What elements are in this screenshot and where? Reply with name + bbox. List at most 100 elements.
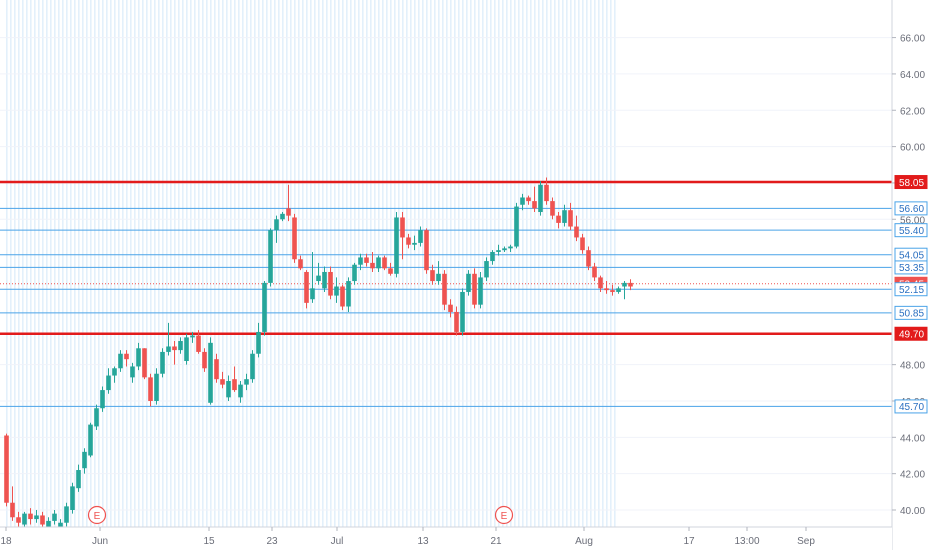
session-stripe [90, 0, 92, 527]
candle-body [304, 271, 309, 303]
x-tick-label: 23 [266, 536, 278, 547]
y-tick-label: 66.00 [900, 34, 925, 45]
candle-body [442, 273, 447, 305]
candle-body [10, 502, 15, 518]
candle-body [334, 286, 339, 296]
session-stripe [346, 0, 348, 527]
session-stripe [474, 0, 476, 527]
candle-body [298, 259, 303, 269]
candle-body [226, 380, 231, 398]
session-stripe [294, 0, 296, 527]
candle-body [82, 451, 87, 469]
price-label-box [894, 175, 928, 190]
x-tick-label: 13 [417, 536, 429, 547]
y-tick-label: 40.00 [900, 506, 925, 517]
session-stripe [50, 0, 52, 527]
price-label: 58.05 [899, 178, 924, 189]
candle-body [88, 424, 93, 456]
session-stripe [430, 0, 432, 527]
session-stripe [238, 0, 240, 527]
session-stripe [74, 0, 76, 527]
x-tick-label: 15 [203, 536, 215, 547]
session-stripe [70, 0, 72, 527]
session-stripe [350, 0, 352, 527]
session-stripe [562, 0, 564, 527]
candle-body [376, 257, 381, 269]
candle-body [64, 506, 69, 523]
y-tick-label: 42.00 [900, 470, 925, 481]
session-stripe [54, 0, 56, 527]
session-stripe [122, 0, 124, 527]
session-stripe [330, 0, 332, 527]
session-stripe [442, 0, 444, 527]
session-stripe [570, 0, 572, 527]
session-stripe [410, 0, 412, 527]
candle-body [574, 226, 579, 238]
session-background [0, 0, 892, 527]
candle-body [526, 197, 531, 202]
candle-body [292, 217, 297, 260]
candle-body [52, 513, 57, 521]
candle-body [196, 335, 201, 352]
session-stripe [110, 0, 112, 527]
candle-body [340, 286, 345, 307]
session-stripe [462, 0, 464, 527]
candle-body [490, 251, 495, 262]
candle-body [22, 513, 27, 525]
candle-body [418, 230, 423, 243]
session-stripe [602, 0, 604, 527]
candle-body [388, 268, 393, 274]
candle-body [622, 282, 627, 287]
price-label-box [894, 260, 928, 275]
candle-body [496, 250, 501, 252]
candle-body [448, 304, 453, 312]
session-stripe [334, 0, 336, 527]
candle-body [16, 517, 21, 523]
candle-body [220, 379, 225, 385]
candle-body [316, 275, 321, 282]
session-stripe [234, 0, 236, 527]
session-stripe [98, 0, 100, 527]
session-stripe [86, 0, 88, 527]
session-stripe [534, 0, 536, 527]
session-stripe [470, 0, 472, 527]
candle-body [382, 257, 387, 269]
candle-body [352, 264, 357, 282]
candle-body [244, 379, 249, 385]
candle-body [346, 281, 351, 307]
session-stripe [482, 0, 484, 527]
session-stripe [574, 0, 576, 527]
session-stripe [218, 0, 220, 527]
x-tick-label: Jun [92, 536, 108, 547]
session-stripe [26, 0, 28, 527]
y-tick-label: 64.00 [900, 70, 925, 81]
candle-body [136, 348, 141, 367]
session-stripe [494, 0, 496, 527]
price-label: 54.05 [899, 251, 924, 262]
candle-body [424, 230, 429, 271]
session-stripe [82, 0, 84, 527]
session-stripe [510, 0, 512, 527]
session-stripe [134, 0, 136, 527]
session-stripe [162, 0, 164, 527]
session-stripe [406, 0, 408, 527]
price-label-box [894, 201, 928, 216]
candle-body [34, 515, 39, 520]
session-stripe [14, 0, 16, 527]
candle-body [124, 353, 129, 360]
candle-body [280, 213, 285, 220]
x-tick-label: 13:00 [734, 536, 759, 547]
session-stripe [6, 0, 8, 527]
earnings-marker-label: E [94, 511, 101, 522]
session-stripe [274, 0, 276, 527]
candle-body [154, 373, 159, 401]
price-label-box [894, 282, 928, 297]
session-stripe [178, 0, 180, 527]
session-stripe [22, 0, 24, 527]
x-tick-label: Sep [797, 536, 815, 547]
session-stripe [142, 0, 144, 527]
candle-body [586, 250, 591, 267]
